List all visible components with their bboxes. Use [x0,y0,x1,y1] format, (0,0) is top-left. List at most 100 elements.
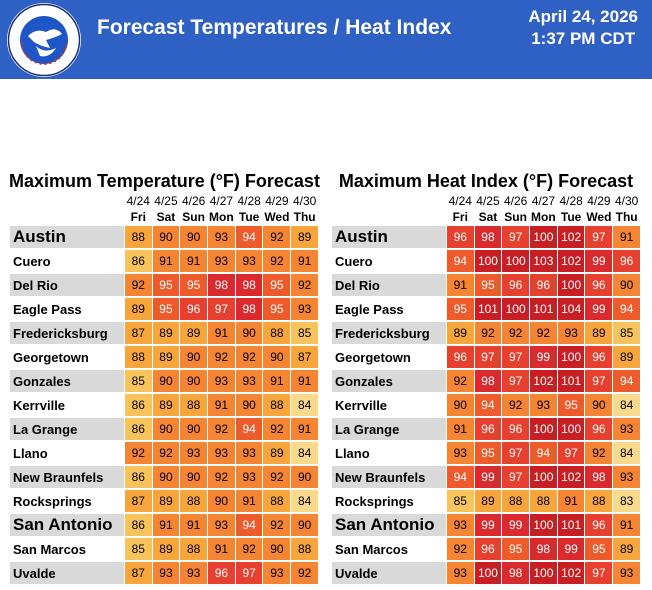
value-cell: 93 [207,226,235,248]
value-cell: 92 [152,442,180,464]
value-cell: 83 [613,490,640,512]
value-cell: 92 [263,466,291,488]
value-cell: 89 [152,346,180,368]
value-cell: 92 [124,442,152,464]
column-weekday: Tue [560,210,582,224]
value-cell: 92 [263,418,291,440]
value-cell: 90 [613,274,640,296]
value-cell: 101 [557,370,585,392]
column-weekday: Wed [264,210,290,224]
value-cell: 89 [585,322,613,344]
value-cell: 93 [207,370,235,392]
issue-date: April 24, 2026 [528,7,638,26]
value-cell: 97 [474,346,502,368]
city-name: Fredericksburg [332,322,446,344]
table-row: Cuero 86 91 91 93 93 92 91 [10,250,318,272]
table-row: Uvalde 87 93 93 96 97 93 92 [10,562,318,584]
value-cell: 97 [502,466,529,488]
value-cell: 89 [180,322,207,344]
value-cell: 94 [235,226,263,248]
city-name: Cuero [332,250,446,272]
city-name: Georgetown [332,346,446,368]
value-cell: 85 [613,322,640,344]
city-name: Uvalde [332,562,446,584]
value-cell: 91 [207,538,235,560]
city-name: Uvalde [10,562,124,584]
value-cell: 90 [235,394,263,416]
value-cell: 87 [124,562,152,584]
value-cell: 94 [613,370,640,392]
city-name: La Grange [332,418,446,440]
column-weekday: Sat [156,210,176,224]
header-spacer [332,194,446,208]
city-name: New Braunfels [332,466,446,488]
column-date: 4/25 [476,194,500,208]
value-cell: 95 [446,298,474,320]
value-cell: 93 [180,562,207,584]
value-cell: 91 [180,514,207,536]
value-cell: 99 [585,250,613,272]
value-cell: 101 [474,298,502,320]
value-cell: 94 [235,514,263,536]
value-cell: 97 [207,298,235,320]
value-cell: 93 [235,250,263,272]
table-row: Llano 93 95 97 94 97 92 84 [332,442,640,464]
value-cell: 84 [613,394,640,416]
city-name: Del Rio [332,274,446,296]
value-cell: 99 [557,538,585,560]
value-cell: 98 [585,466,613,488]
city-name: New Braunfels [10,466,124,488]
city-name: Rocksprings [332,490,446,512]
column-date: 4/24 [448,194,472,208]
value-cell: 94 [446,466,474,488]
value-cell: 95 [474,274,502,296]
table-row: Eagle Pass 89 95 96 97 98 95 93 [10,298,318,320]
value-cell: 94 [235,418,263,440]
heat-index-title: Maximum Heat Index (°F) Forecast [338,171,634,191]
value-cell: 100 [474,250,502,272]
value-cell: 89 [613,346,640,368]
value-cell: 93 [557,322,585,344]
value-cell: 92 [124,274,152,296]
city-name: Rocksprings [10,490,124,512]
value-cell: 90 [180,418,207,440]
value-cell: 90 [585,394,613,416]
column-weekday: Thu [615,210,638,224]
value-cell: 88 [291,538,318,560]
value-cell: 89 [291,226,318,248]
value-cell: 98 [235,274,263,296]
value-cell: 93 [152,562,180,584]
value-cell: 90 [263,538,291,560]
table-row: Del Rio 92 95 95 98 98 95 92 [10,274,318,296]
city-name: Austin [332,226,446,248]
value-cell: 96 [474,538,502,560]
value-cell: 85 [291,322,318,344]
table-row: La Grange 91 96 96 100 100 96 93 [332,418,640,440]
table-row: Georgetown 88 89 90 92 92 90 87 [10,346,318,368]
value-cell: 97 [502,442,529,464]
value-cell: 91 [613,514,640,536]
value-cell: 97 [502,370,529,392]
value-cell: 91 [613,226,640,248]
table-row: Kerrville 90 94 92 93 95 90 84 [332,394,640,416]
value-cell: 90 [263,346,291,368]
table-row: Kerrville 86 89 88 91 90 88 84 [10,394,318,416]
value-cell: 91 [446,418,474,440]
value-cell: 91 [557,490,585,512]
value-cell: 98 [474,370,502,392]
table-row: New Braunfels 94 99 97 100 102 98 93 [332,466,640,488]
table-row: San Antonio 86 91 91 93 94 92 90 [10,514,318,536]
value-cell: 88 [263,394,291,416]
value-cell: 94 [446,250,474,272]
value-cell: 92 [235,538,263,560]
header-bar: Forecast Temperatures / Heat Index April… [0,0,652,79]
value-cell: 85 [124,538,152,560]
value-cell: 97 [235,562,263,584]
table-row: Rocksprings 87 89 88 90 91 88 84 [10,490,318,512]
value-cell: 96 [207,562,235,584]
value-cell: 95 [263,274,291,296]
value-cell: 100 [474,562,502,584]
value-cell: 96 [585,274,613,296]
value-cell: 100 [529,466,557,488]
column-date: 4/27 [531,194,556,208]
